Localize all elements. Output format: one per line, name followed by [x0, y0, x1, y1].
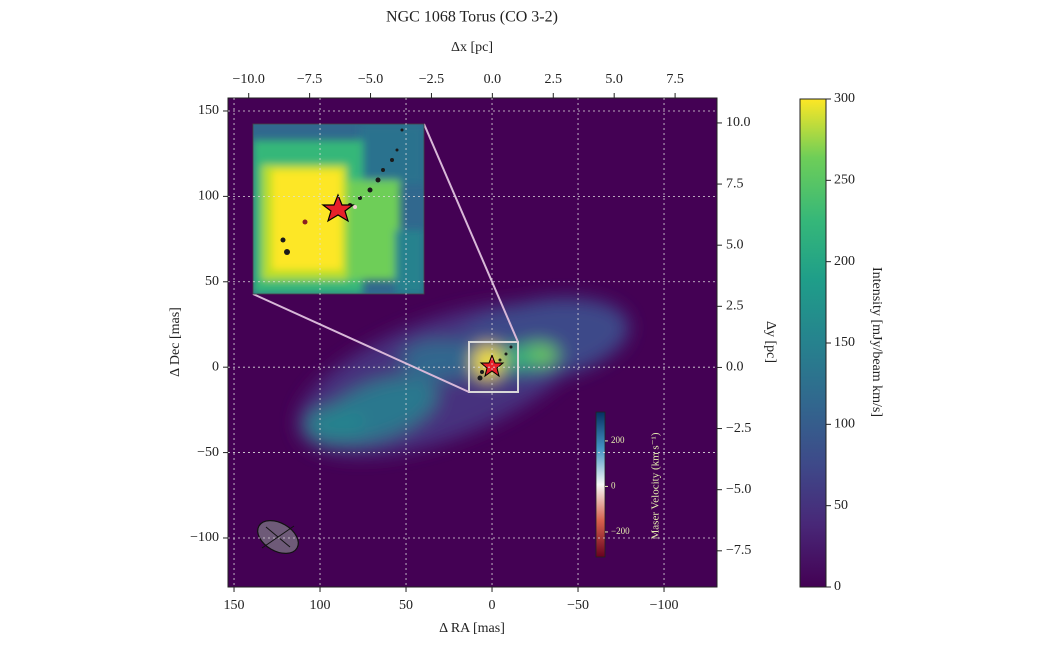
zoom-connector: [252, 293, 470, 393]
colorbar-tick-label: 200: [834, 254, 855, 269]
y2-axis-label: Δy [pc]: [763, 321, 778, 363]
x2-tick-label: −2.5: [419, 72, 444, 87]
y2-tick-label: 7.5: [726, 176, 744, 191]
x-tick-label: 0: [489, 598, 496, 613]
colorbar-tick-label: 250: [834, 173, 855, 188]
x-tick-label: 150: [224, 598, 245, 613]
x-tick-label: 50: [399, 598, 413, 613]
y2-tick-label: 0.0: [726, 360, 744, 375]
x-axis-label: Δ RA [mas]: [439, 621, 505, 636]
maser-colorbar-tick-label: 200: [611, 435, 625, 445]
colorbar-tick-label: 50: [834, 498, 848, 513]
x2-tick-label: −10.0: [233, 72, 265, 87]
y2-tick-label: 10.0: [726, 115, 751, 130]
x2-axis-label: Δx [pc]: [451, 40, 493, 55]
y2-tick-label: 2.5: [726, 299, 744, 314]
nucleus-star: [479, 353, 505, 378]
x2-tick-label: −7.5: [297, 72, 322, 87]
intensity-map: [228, 98, 717, 587]
y-tick-label: 150: [198, 103, 219, 118]
y-tick-label: −50: [197, 445, 219, 460]
zoom-connector: [423, 123, 519, 343]
y-tick-label: 100: [198, 189, 219, 204]
maser-colorbar: [595, 411, 606, 558]
colorbar-tick-label: 150: [834, 335, 855, 350]
x-tick-label: 100: [310, 598, 331, 613]
inset-frame: [252, 123, 425, 295]
y-axis-label: Δ Dec [mas]: [168, 307, 183, 377]
y2-tick-label: 5.0: [726, 237, 744, 252]
colorbar-tick-label: 100: [834, 417, 855, 432]
y2-tick-label: −2.5: [726, 421, 751, 436]
maser-spots: [477, 345, 513, 381]
maser-colorbar-label: Maser Velocity (km s⁻¹): [650, 432, 662, 539]
beam: [257, 520, 299, 554]
y-tick-label: 0: [212, 359, 219, 374]
x2-tick-label: 2.5: [545, 72, 563, 87]
x2-tick-label: 0.0: [484, 72, 502, 87]
colorbar-tick-label: 300: [834, 91, 855, 106]
maser-colorbar-tick-label: −200: [611, 526, 630, 536]
inset: [253, 124, 424, 294]
x2-tick-label: 5.0: [605, 72, 623, 87]
y-tick-label: −100: [190, 530, 219, 545]
maser-colorbar-tick-label: 0: [611, 480, 616, 490]
x-tick-label: −100: [650, 598, 679, 613]
plot-frame: [227, 97, 718, 588]
y2-tick-label: −5.0: [726, 482, 751, 497]
colorbar-label: Intensity [mJy/beam km/s]: [869, 267, 884, 417]
chart-title: NGC 1068 Torus (CO 3-2): [386, 9, 558, 26]
x2-tick-label: −5.0: [358, 72, 383, 87]
colorbar: [799, 98, 827, 588]
x2-tick-label: 7.5: [666, 72, 684, 87]
y2-tick-label: −7.5: [726, 543, 751, 558]
y-tick-label: 50: [205, 274, 219, 289]
colorbar-tick-label: 0: [834, 579, 841, 594]
x-tick-label: −50: [567, 598, 589, 613]
